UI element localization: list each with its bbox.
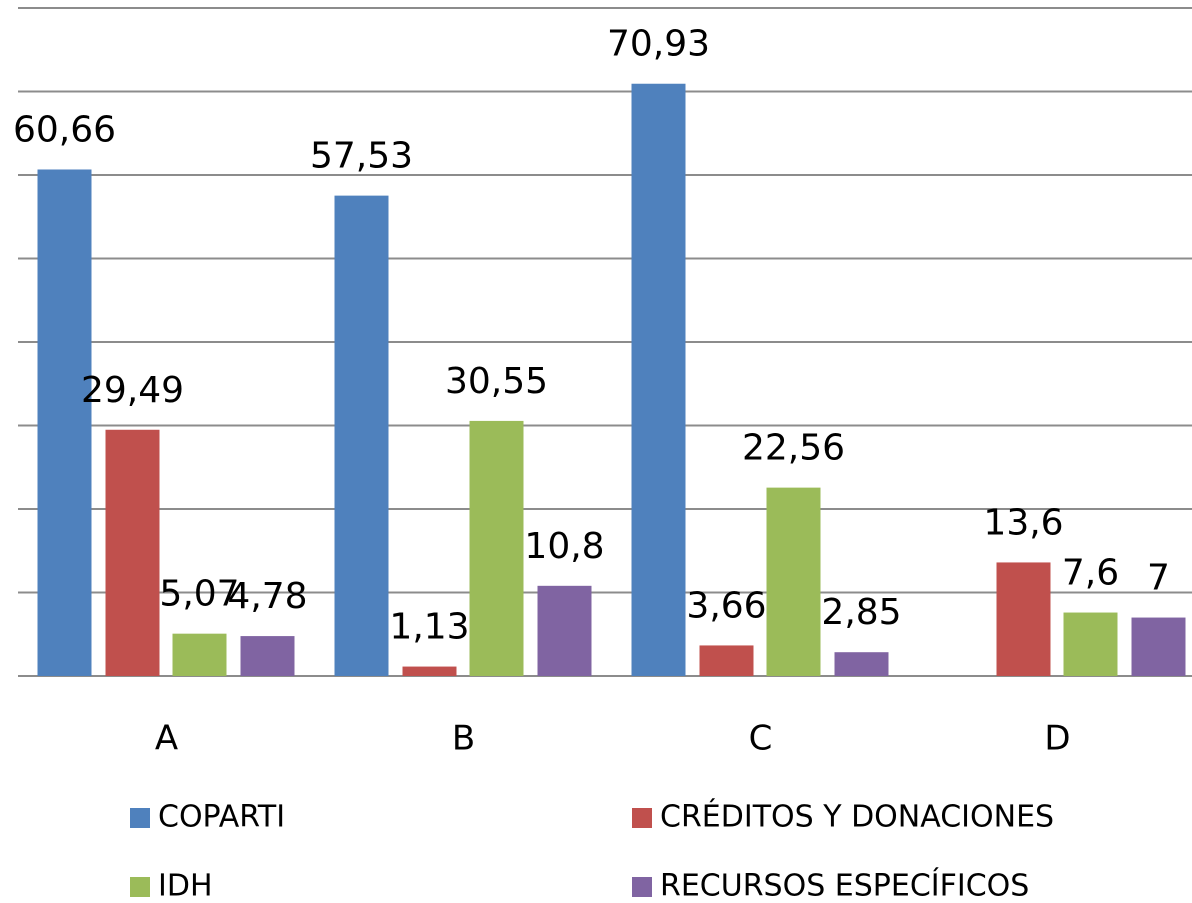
legend-label: COPARTI	[158, 800, 285, 835]
data-label: 5,07	[159, 574, 239, 615]
bar	[631, 83, 686, 676]
x-tick-label: A	[155, 719, 178, 759]
x-tick-label: B	[452, 719, 475, 759]
data-label: 3,66	[686, 585, 766, 626]
legend-label: RECURSOS ESPECÍFICOS	[660, 868, 1029, 903]
data-label: 70,93	[607, 24, 710, 65]
x-tick-label: D	[1044, 719, 1070, 759]
bar	[1131, 617, 1186, 676]
legend-label: IDH	[158, 869, 213, 903]
bar	[834, 652, 889, 676]
bar	[1063, 612, 1118, 676]
legend-swatch	[130, 877, 150, 897]
bar	[37, 169, 92, 676]
data-label: 60,66	[13, 109, 116, 150]
data-label: 10,8	[524, 526, 604, 567]
data-label: 22,56	[742, 428, 845, 469]
data-label: 13,6	[983, 502, 1063, 543]
bar	[172, 633, 227, 676]
bar	[469, 420, 524, 676]
legend-swatch	[632, 877, 652, 897]
bar	[699, 645, 754, 676]
bar	[334, 195, 389, 676]
bar	[766, 487, 821, 676]
bar	[402, 666, 457, 676]
data-label: 29,49	[81, 370, 184, 411]
legend-label: CRÉDITOS Y DONACIONES	[660, 799, 1054, 835]
bar	[240, 636, 295, 676]
data-label: 57,53	[310, 136, 413, 177]
data-label: 4,78	[227, 576, 307, 617]
legend-swatch	[130, 808, 150, 828]
bar	[105, 429, 160, 676]
x-tick-label: C	[749, 719, 773, 759]
bar	[537, 585, 592, 676]
data-label: 1,13	[389, 607, 469, 648]
data-label: 7	[1147, 558, 1170, 599]
bar	[996, 562, 1051, 676]
data-label: 2,85	[821, 592, 901, 633]
data-label: 30,55	[445, 361, 548, 402]
data-label: 7,6	[1062, 553, 1119, 594]
legend-swatch	[632, 808, 652, 828]
